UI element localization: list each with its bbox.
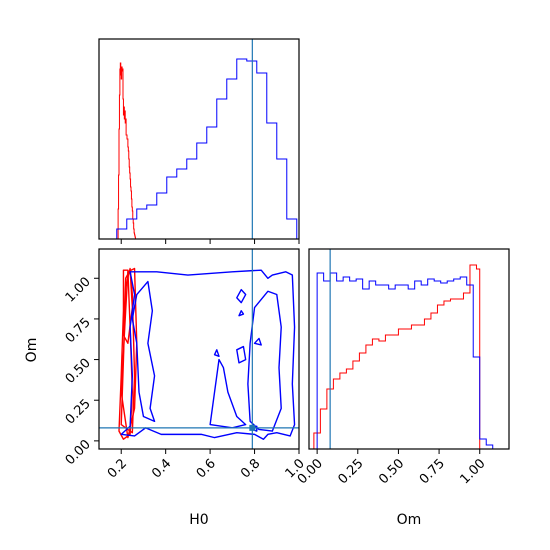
h0-hist-red-series	[116, 62, 137, 240]
contour-frame	[98, 248, 300, 450]
om-ytick-label: 0.25	[63, 396, 94, 427]
om-hist-red-series	[313, 264, 481, 449]
om-hist-frame	[308, 248, 510, 450]
om-hist-blue-series	[316, 272, 494, 449]
om-hist-xtick-label: 0.25	[336, 456, 367, 487]
h0-xtick-label: 0.8	[238, 456, 263, 481]
om-hist-xtick-label: 1.00	[457, 456, 488, 487]
om-ytick-label: 0.00	[63, 437, 94, 468]
om-ytick-label: 0.50	[63, 356, 94, 387]
om-y-axis-label: Om	[24, 338, 40, 363]
red-contour-0	[118, 269, 134, 440]
blue-contour-11	[213, 349, 220, 358]
om-ytick-label: 0.75	[63, 315, 94, 346]
blue-contour-9	[236, 345, 247, 364]
om-ytick-label: 1.00	[63, 274, 94, 305]
truth-marker	[249, 424, 256, 431]
blue-contour-5	[131, 280, 156, 423]
h0-om-contour-panel: 0.2 0.4 0.6 0.8 1.00.000.250.500.751.00	[63, 248, 308, 481]
h0-hist-frame	[98, 38, 300, 240]
h0-axis-label: H0	[189, 512, 208, 528]
blue-contour-8	[236, 288, 247, 304]
blue-contour-12	[238, 310, 245, 317]
om-histogram-panel: 0.00 0.25 0.50 0.75 1.00	[295, 248, 510, 487]
blue-contour-6	[209, 358, 247, 429]
h0-hist-blue-series	[116, 58, 298, 239]
blue-contour-10	[253, 337, 262, 346]
blue-contour-7	[247, 290, 282, 432]
om-axis-label: Om	[397, 512, 422, 528]
h0-xtick-label: 0.6	[194, 456, 219, 481]
om-hist-xtick-label: 0.75	[417, 456, 448, 487]
red-contour-2	[120, 267, 138, 439]
om-hist-xtick-label: 0.50	[376, 456, 407, 487]
h0-histogram-panel	[98, 38, 300, 244]
blue-contour-4	[120, 269, 296, 440]
contour-group	[118, 267, 296, 440]
h0-xtick-label: 0.4	[149, 456, 174, 481]
red-contour-3	[122, 269, 134, 345]
h0-xtick-label: 0.2	[105, 456, 130, 481]
